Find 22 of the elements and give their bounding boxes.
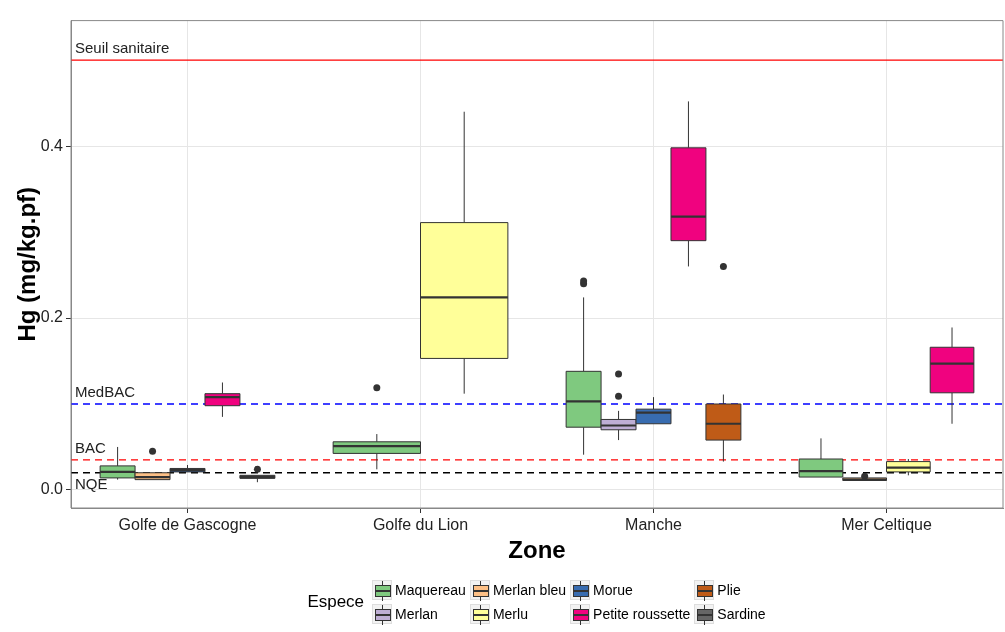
ref-line-label: NQE bbox=[75, 475, 108, 493]
x-tick-label: Golfe de Gascogne bbox=[118, 516, 257, 534]
y-tick-label: 0.0 bbox=[40, 480, 64, 498]
legend-label: Morue bbox=[593, 582, 633, 598]
legend-label: Merlan bbox=[395, 606, 438, 622]
x-tick-label: Golfe du Lion bbox=[372, 516, 469, 534]
legend-title: Espece bbox=[307, 592, 365, 612]
legend-label: Maquereau bbox=[395, 582, 466, 598]
x-axis-title: Zone bbox=[508, 536, 566, 564]
x-tick-label: Manche bbox=[625, 516, 683, 534]
ref-line-label: Seuil sanitaire bbox=[75, 38, 170, 56]
y-tick-label: 0.2 bbox=[40, 308, 64, 326]
y-axis-title: Hg (mg/kg.pf) bbox=[13, 186, 41, 342]
legend-label: Petite roussette bbox=[593, 606, 691, 622]
legend-label: Plie bbox=[717, 582, 741, 598]
y-tick-label: 0.4 bbox=[40, 136, 64, 154]
legend-label: Merlu bbox=[492, 606, 528, 622]
ref-line-label: BAC bbox=[75, 438, 107, 456]
legend-label: Sardine bbox=[717, 606, 766, 622]
ref-line-label: MedBAC bbox=[75, 382, 136, 400]
x-tick-label: Mer Celtique bbox=[841, 516, 932, 534]
legend-label: Merlan bleu bbox=[492, 582, 567, 598]
